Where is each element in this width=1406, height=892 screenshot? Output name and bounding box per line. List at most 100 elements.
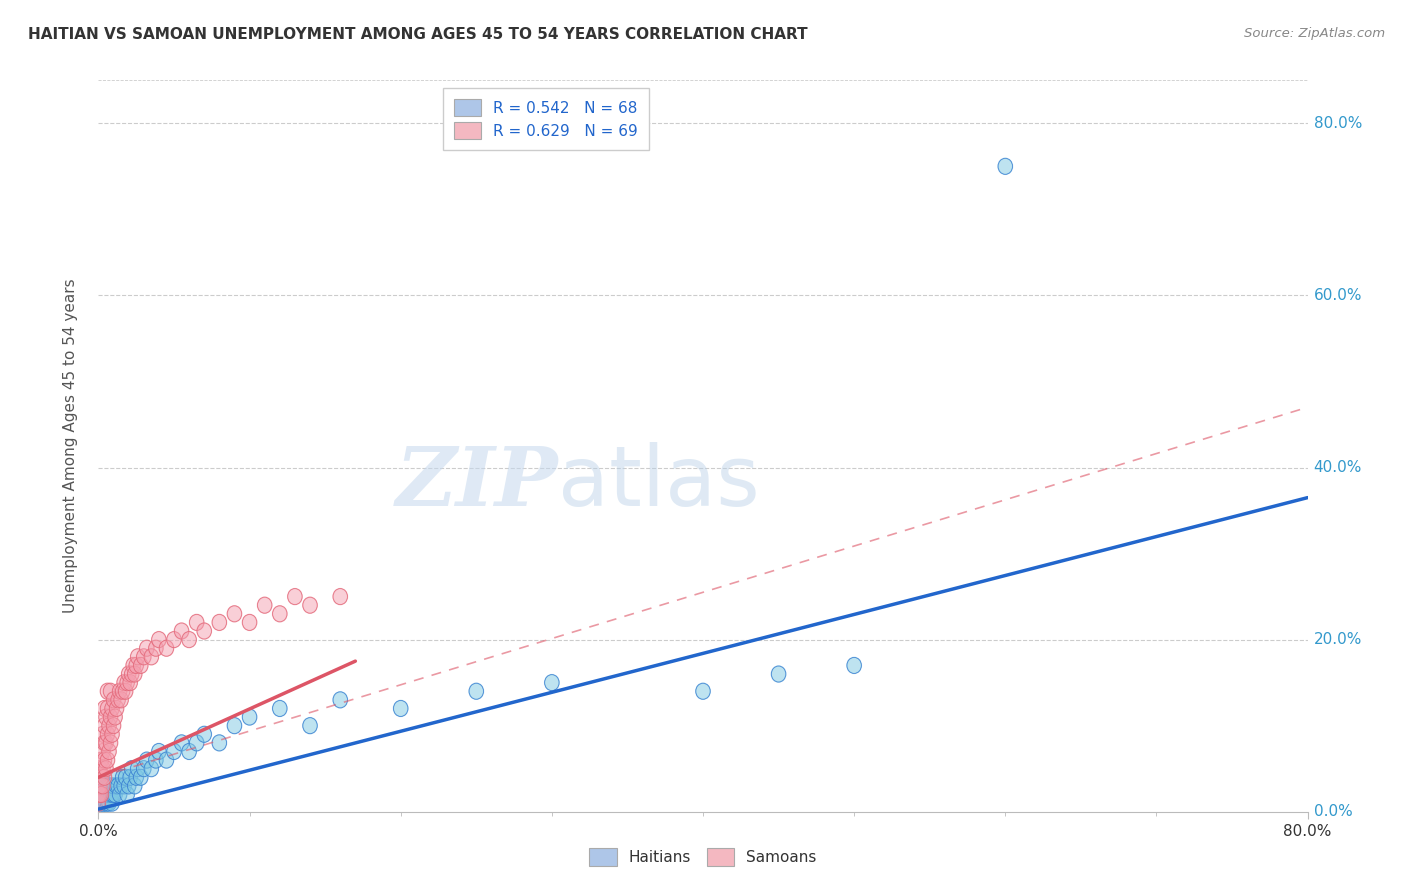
Ellipse shape [100, 752, 115, 768]
Ellipse shape [96, 795, 110, 811]
Legend: Haitians, Samoans: Haitians, Samoans [582, 840, 824, 873]
Text: 0.0%: 0.0% [1313, 805, 1353, 819]
Ellipse shape [105, 700, 120, 716]
Ellipse shape [143, 761, 159, 777]
Ellipse shape [100, 683, 115, 699]
Ellipse shape [544, 674, 560, 690]
Ellipse shape [159, 752, 174, 768]
Ellipse shape [94, 769, 108, 785]
Text: 20.0%: 20.0% [1313, 632, 1362, 647]
Ellipse shape [118, 683, 134, 699]
Ellipse shape [100, 787, 115, 803]
Ellipse shape [128, 778, 142, 794]
Ellipse shape [111, 778, 125, 794]
Ellipse shape [97, 700, 111, 716]
Ellipse shape [107, 787, 121, 803]
Ellipse shape [100, 795, 115, 811]
Ellipse shape [98, 787, 114, 803]
Ellipse shape [174, 623, 188, 639]
Ellipse shape [107, 718, 121, 734]
Ellipse shape [122, 674, 138, 690]
Ellipse shape [696, 683, 710, 699]
Ellipse shape [152, 743, 166, 759]
Ellipse shape [302, 718, 318, 734]
Ellipse shape [96, 787, 110, 803]
Ellipse shape [111, 692, 125, 708]
Ellipse shape [394, 700, 408, 716]
Ellipse shape [96, 778, 110, 794]
Ellipse shape [97, 718, 111, 734]
Ellipse shape [846, 657, 862, 673]
Ellipse shape [273, 700, 287, 716]
Ellipse shape [97, 769, 111, 785]
Ellipse shape [181, 743, 197, 759]
Ellipse shape [96, 743, 110, 759]
Ellipse shape [101, 718, 117, 734]
Ellipse shape [94, 752, 108, 768]
Ellipse shape [127, 657, 141, 673]
Ellipse shape [242, 615, 257, 631]
Ellipse shape [112, 787, 127, 803]
Ellipse shape [93, 787, 107, 803]
Ellipse shape [110, 700, 124, 716]
Ellipse shape [91, 799, 105, 815]
Ellipse shape [115, 683, 129, 699]
Ellipse shape [98, 778, 114, 794]
Text: 80.0%: 80.0% [1313, 116, 1362, 131]
Ellipse shape [114, 778, 128, 794]
Ellipse shape [112, 683, 127, 699]
Ellipse shape [181, 632, 197, 648]
Ellipse shape [98, 709, 114, 725]
Ellipse shape [103, 787, 118, 803]
Ellipse shape [212, 615, 226, 631]
Ellipse shape [136, 761, 150, 777]
Ellipse shape [100, 700, 115, 716]
Ellipse shape [97, 752, 111, 768]
Ellipse shape [93, 778, 107, 794]
Text: atlas: atlas [558, 442, 759, 523]
Ellipse shape [114, 692, 128, 708]
Ellipse shape [121, 778, 136, 794]
Ellipse shape [100, 726, 115, 742]
Ellipse shape [103, 735, 118, 751]
Ellipse shape [110, 778, 124, 794]
Ellipse shape [120, 787, 135, 803]
Ellipse shape [167, 632, 181, 648]
Ellipse shape [107, 692, 121, 708]
Ellipse shape [91, 787, 105, 803]
Ellipse shape [91, 795, 105, 811]
Ellipse shape [470, 683, 484, 699]
Ellipse shape [273, 606, 287, 622]
Ellipse shape [93, 787, 107, 803]
Ellipse shape [134, 657, 148, 673]
Ellipse shape [302, 597, 318, 613]
Ellipse shape [139, 752, 155, 768]
Ellipse shape [228, 606, 242, 622]
Ellipse shape [93, 761, 107, 777]
Ellipse shape [93, 795, 107, 811]
Ellipse shape [105, 726, 120, 742]
Y-axis label: Unemployment Among Ages 45 to 54 years: Unemployment Among Ages 45 to 54 years [63, 278, 77, 614]
Ellipse shape [105, 795, 120, 811]
Text: ZIP: ZIP [395, 442, 558, 523]
Ellipse shape [212, 735, 226, 751]
Text: 60.0%: 60.0% [1313, 288, 1362, 303]
Ellipse shape [110, 769, 124, 785]
Ellipse shape [105, 787, 120, 803]
Ellipse shape [100, 778, 115, 794]
Ellipse shape [117, 778, 131, 794]
Ellipse shape [124, 666, 139, 682]
Ellipse shape [333, 589, 347, 605]
Ellipse shape [257, 597, 271, 613]
Ellipse shape [242, 709, 257, 725]
Ellipse shape [101, 778, 117, 794]
Ellipse shape [149, 640, 163, 657]
Ellipse shape [174, 735, 188, 751]
Ellipse shape [998, 158, 1012, 174]
Ellipse shape [96, 761, 110, 777]
Ellipse shape [159, 640, 174, 657]
Ellipse shape [131, 648, 145, 665]
Text: Source: ZipAtlas.com: Source: ZipAtlas.com [1244, 27, 1385, 40]
Ellipse shape [139, 640, 155, 657]
Ellipse shape [197, 623, 211, 639]
